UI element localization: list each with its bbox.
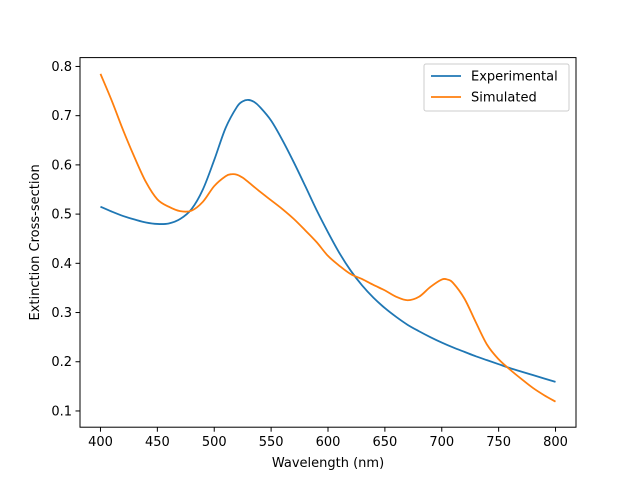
series-line-experimental [100, 99, 556, 383]
y-axis-label: Extinction Cross-section [28, 164, 43, 320]
x-tick-label: 600 [316, 435, 341, 450]
y-tick-label: 0.8 [51, 60, 72, 75]
legend: Experimental Simulated [423, 63, 570, 112]
y-tick-label: 0.5 [51, 208, 72, 223]
y-tick-label: 0.2 [51, 355, 72, 370]
x-tick-label: 800 [543, 435, 568, 450]
y-tick-label: 0.1 [51, 404, 72, 419]
y-tick-label: 0.3 [51, 306, 72, 321]
x-tick-label: 500 [202, 435, 227, 450]
y-axis-ticks: 0.1 0.2 0.3 0.4 0.5 0.6 0.7 0.8 [51, 60, 80, 419]
y-tick-label: 0.6 [51, 158, 72, 173]
x-tick-label: 700 [429, 435, 454, 450]
y-tick-label: 0.7 [51, 109, 72, 124]
y-tick-label: 0.4 [51, 257, 72, 272]
x-axis-label: Wavelength (nm) [272, 456, 384, 471]
series-line-simulated [99, 73, 556, 403]
x-axis-ticks: 400 450 500 550 600 650 700 750 800 [88, 427, 568, 450]
series-layer [99, 73, 556, 403]
plot-frame [79, 57, 577, 428]
x-tick-label: 650 [372, 435, 397, 450]
x-tick-label: 750 [486, 435, 511, 450]
legend-label-experimental: Experimental [471, 70, 558, 85]
x-tick-label: 550 [259, 435, 284, 450]
x-tick-label: 450 [145, 435, 170, 450]
x-tick-label: 400 [88, 435, 113, 450]
legend-label-simulated: Simulated [471, 91, 537, 106]
